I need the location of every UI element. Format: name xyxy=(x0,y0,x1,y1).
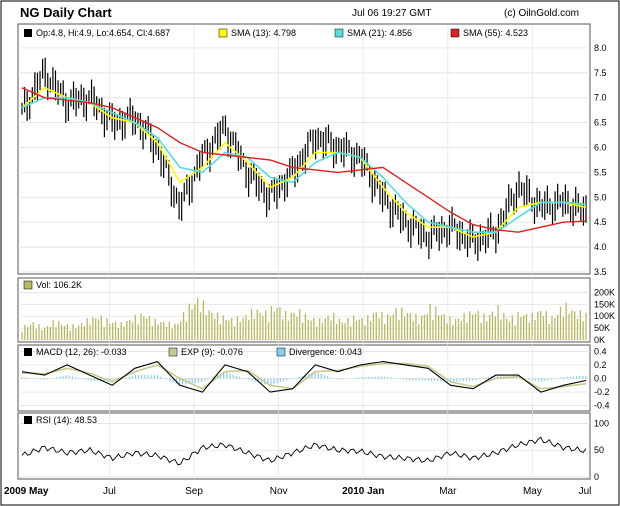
chart-copyright: (c) OilnGold.com xyxy=(504,8,579,19)
rsi-legend-label: RSI (14): 48.53 xyxy=(36,415,97,425)
rsi-tick-label: 0 xyxy=(594,472,599,482)
x-axis-label: Jul xyxy=(579,486,592,497)
price-tick-label: 6.5 xyxy=(594,118,607,128)
rsi-panel: 100 50 0 RSI (14): 48.53 xyxy=(17,406,609,482)
price-tick-label: 7.5 xyxy=(594,68,607,78)
x-axis-label: 2010 Jan xyxy=(342,486,384,497)
macd-series xyxy=(21,360,587,393)
x-axis-label: May xyxy=(523,486,542,497)
macd-tick-label: -0.2 xyxy=(594,387,610,397)
volume-tick-label: 200K xyxy=(594,287,615,297)
price-tick-label: 5.0 xyxy=(594,192,607,202)
price-tick-label: 6.0 xyxy=(594,143,607,153)
volume-legend-label: Vol: 106.2K xyxy=(36,280,82,290)
sma13-legend-swatch xyxy=(218,28,228,38)
rsi-tick-label: 50 xyxy=(594,445,604,455)
chart-title: NG Daily Chart xyxy=(20,5,112,20)
sma21-legend-swatch xyxy=(334,28,344,38)
price-grid xyxy=(18,26,590,274)
macd-tick-label: 0.2 xyxy=(594,360,607,370)
macd-legend-label: MACD (12, 26): -0.033 xyxy=(36,347,127,357)
price-tick-label: 8.0 xyxy=(594,43,607,53)
exp-legend-swatch xyxy=(168,347,178,357)
sma21-line xyxy=(21,96,587,233)
x-axis-label: Mar xyxy=(439,486,457,497)
rsi-line xyxy=(21,436,587,466)
rsi-panel-frame xyxy=(17,412,591,480)
volume-tick-label: 100K xyxy=(594,311,615,321)
x-axis-labels: 2009 May Jul Sep Nov 2010 Jan Mar May Jul xyxy=(4,486,591,497)
price-tick-label: 7.0 xyxy=(594,93,607,103)
ohlc-legend-label: Op:4.8, Hi:4.9, Lo:4.654, Cl:4.687 xyxy=(36,28,170,38)
macd-tick-label: -0.4 xyxy=(594,401,610,411)
chart-timestamp: Jul 06 19:27 GMT xyxy=(352,8,431,19)
sma55-legend-label: SMA (55): 4.523 xyxy=(463,28,528,38)
volume-legend-swatch xyxy=(23,280,33,290)
sma13-line xyxy=(21,86,587,238)
macd-legend-swatch xyxy=(24,348,32,356)
price-tick-label: 5.5 xyxy=(594,167,607,177)
sma55-legend-swatch xyxy=(450,28,460,38)
price-tick-label: 4.5 xyxy=(594,217,607,227)
volume-panel: 200K 150K 100K 50K 0K Vol: 106.2K xyxy=(17,277,615,345)
price-panel: 8.0 7.5 7.0 6.5 6.0 5.5 5.0 4.5 4.0 3.5 Op:4.8, H… xyxy=(17,23,607,277)
rsi-legend-swatch xyxy=(24,416,32,424)
macd-tick-label: 0.0 xyxy=(594,374,607,384)
sma13-legend-label: SMA (13): 4.798 xyxy=(231,28,296,38)
x-axis-label: Sep xyxy=(185,486,203,497)
macd-tick-label: 0.4 xyxy=(594,346,607,356)
exp-line xyxy=(21,362,587,390)
sma55-line xyxy=(21,87,587,233)
x-axis-label: Nov xyxy=(270,486,288,497)
volume-tick-label: 50K xyxy=(594,323,610,333)
rsi-tick-label: 100 xyxy=(594,418,609,428)
macd-y-ticks: 0.4 0.2 0.0 -0.2 -0.4 xyxy=(594,346,610,410)
rsi-series xyxy=(21,436,587,466)
divergence-legend-swatch xyxy=(276,347,286,357)
price-y-ticks: 8.0 7.5 7.0 6.5 6.0 5.5 5.0 4.5 4.0 3.5 xyxy=(594,43,607,277)
rsi-y-ticks: 100 50 0 xyxy=(594,418,609,482)
volume-bars xyxy=(21,298,587,340)
volume-tick-label: 150K xyxy=(594,299,615,309)
x-axis-label: Jul xyxy=(103,486,116,497)
price-series xyxy=(21,57,587,261)
divergence-legend-label: Divergence: 0.043 xyxy=(289,347,362,357)
volume-tick-label: 0K xyxy=(594,335,605,345)
sma21-legend-label: SMA (21): 4.856 xyxy=(347,28,412,38)
rsi-grid xyxy=(18,406,590,479)
price-tick-label: 3.5 xyxy=(594,267,607,277)
price-panel-frame xyxy=(17,23,591,275)
volume-y-ticks: 200K 150K 100K 50K 0K xyxy=(594,287,615,345)
exp-legend-label: EXP (9): -0.076 xyxy=(181,347,243,357)
price-tick-label: 4.0 xyxy=(594,242,607,252)
x-axis-label: 2009 May xyxy=(4,486,49,497)
macd-line xyxy=(21,360,587,393)
ohlc-legend-swatch xyxy=(24,29,32,37)
macd-panel: 0.40.20.0-0.2-0.4 MACD (12, 26): -0.033 … xyxy=(17,336,610,412)
